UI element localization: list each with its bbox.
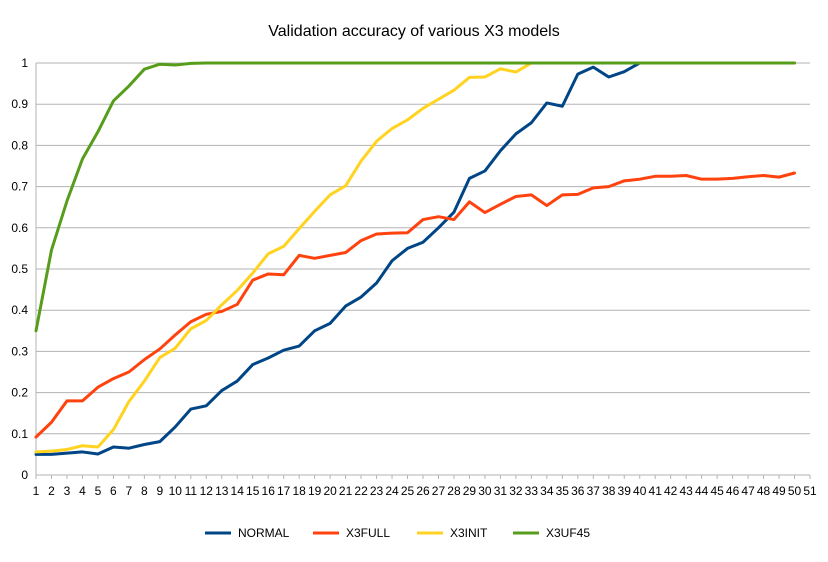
x-tick-label: 8 xyxy=(141,484,148,498)
y-tick-label: 0.1 xyxy=(11,427,28,441)
x-tick-label: 51 xyxy=(803,484,817,498)
series-lines xyxy=(34,61,797,456)
y-tick-label: 0.5 xyxy=(11,262,28,276)
x-tick-label: 20 xyxy=(323,484,337,498)
x-tick-label: 18 xyxy=(292,484,306,498)
axes: 00.10.20.30.40.50.60.70.80.911 2 3 4 5 6 7 8 9 10… xyxy=(11,56,817,498)
x-tick-label: 5 xyxy=(95,484,102,498)
y-tick-label: 0 xyxy=(21,468,28,482)
x-tick-label: 10 xyxy=(169,484,183,498)
x-tick-label: 16 xyxy=(262,484,276,498)
y-tick-label: 0.3 xyxy=(11,344,28,358)
gridlines xyxy=(36,62,810,476)
y-tick-label: 0.9 xyxy=(11,97,28,111)
x-tick-label: 30 xyxy=(478,484,492,498)
x-tick-label: 50 xyxy=(788,484,802,498)
x-tick-label: 36 xyxy=(571,484,585,498)
series-line-x3full xyxy=(34,171,797,439)
x-tick-label: 14 xyxy=(231,484,245,498)
x-tick-label: 40 xyxy=(633,484,647,498)
x-tick-label: 1 xyxy=(33,484,40,498)
x-tick-label: 21 xyxy=(339,484,353,498)
x-tick-label: 29 xyxy=(463,484,477,498)
x-tick-label: 4 xyxy=(79,484,86,498)
legend: NORMAL X3FULL X3INIT X3UF45 xyxy=(205,526,590,540)
legend-label-x3full: X3FULL xyxy=(346,526,390,540)
x-tick-label: 37 xyxy=(587,484,601,498)
legend-label-x3uf45: X3UF45 xyxy=(546,526,590,540)
y-tick-label: 1 xyxy=(21,56,28,70)
x-tick-label: 48 xyxy=(757,484,771,498)
x-tick-label: 46 xyxy=(726,484,740,498)
x-tick-label: 39 xyxy=(618,484,632,498)
x-tick-label: 11 xyxy=(185,484,198,498)
x-tick-label: 3 xyxy=(64,484,71,498)
x-tick-label: 38 xyxy=(602,484,616,498)
x-tick-label: 17 xyxy=(277,484,291,498)
x-tick-label: 27 xyxy=(432,484,446,498)
x-tick-label: 31 xyxy=(494,484,508,498)
x-tick-label: 42 xyxy=(664,484,678,498)
y-tick-label: 0.6 xyxy=(11,221,28,235)
x-tick-label: 25 xyxy=(401,484,415,498)
y-tick-label: 0.4 xyxy=(11,303,28,317)
x-tick-label: 33 xyxy=(525,484,539,498)
x-tick-label: 13 xyxy=(215,484,229,498)
x-tick-label: 22 xyxy=(354,484,368,498)
x-tick-label: 2 xyxy=(48,484,55,498)
y-tick-label: 0.2 xyxy=(11,386,28,400)
x-tick-label: 34 xyxy=(540,484,554,498)
x-tick-label: 45 xyxy=(710,484,724,498)
x-tick-label: 7 xyxy=(126,484,133,498)
series-line-x3uf45 xyxy=(34,61,797,333)
x-tick-label: 24 xyxy=(385,484,399,498)
x-tick-label: 32 xyxy=(509,484,523,498)
chart-title: Validation accuracy of various X3 models xyxy=(268,23,559,40)
x-tick-label: 23 xyxy=(370,484,384,498)
x-tick-label: 35 xyxy=(556,484,570,498)
x-tick-label: 15 xyxy=(246,484,260,498)
x-tick-label: 28 xyxy=(447,484,461,498)
y-tick-label: 0.7 xyxy=(11,180,28,194)
x-tick-label: 44 xyxy=(695,484,709,498)
x-tick-label: 47 xyxy=(741,484,755,498)
x-tick-label: 49 xyxy=(772,484,786,498)
x-tick-label: 9 xyxy=(156,484,163,498)
x-tick-label: 43 xyxy=(679,484,693,498)
legend-label-normal: NORMAL xyxy=(238,526,290,540)
x-tick-label: 26 xyxy=(416,484,430,498)
x-tick-label: 6 xyxy=(110,484,117,498)
x-tick-label: 41 xyxy=(649,484,663,498)
x-tick-label: 12 xyxy=(200,484,214,498)
legend-label-x3init: X3INIT xyxy=(450,526,488,540)
y-tick-label: 0.8 xyxy=(11,138,28,152)
x-tick-label: 19 xyxy=(308,484,322,498)
